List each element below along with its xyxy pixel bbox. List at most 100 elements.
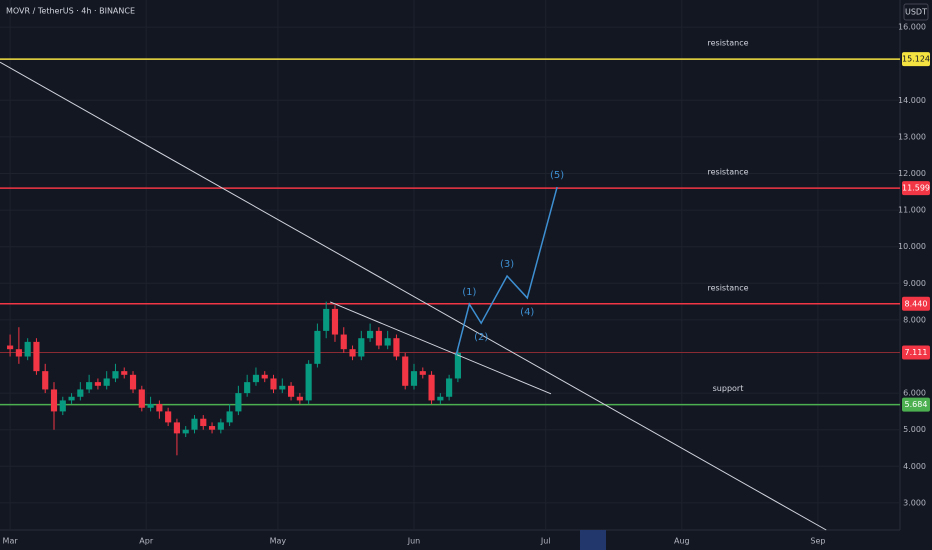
trend-line [329,301,552,395]
candle-body [244,382,251,394]
candle-body [42,371,49,390]
candle-body [147,404,154,408]
y-tick-label: 3.000 [903,498,926,507]
candle-body [208,426,216,430]
candle-body [261,374,268,379]
wave-label: (5) [550,170,564,181]
candle-body [331,308,339,335]
y-tick-label: 8.000 [903,315,926,324]
y-tick-label: 5.000 [903,425,926,434]
candle-body [367,330,374,339]
candle-body [358,338,365,357]
candle-body [191,418,198,430]
candle-body [103,378,110,386]
candle-body [182,429,189,434]
y-tick-label: 11.000 [898,206,926,215]
level-note: support [713,384,744,393]
candle-body [165,411,172,423]
candle-body [235,393,242,412]
x-tick-label: Mar [3,537,19,546]
wave-label: (4) [520,307,534,318]
level-note: resistance [707,39,748,48]
candle-body [7,345,14,350]
wave-label: (3) [500,259,514,270]
candle-body [50,389,58,412]
x-tick-label: Jul [540,537,551,546]
candle-body [428,374,435,401]
candle-body [156,404,163,412]
y-tick-label: 16.000 [898,23,926,32]
level-price-box [902,345,930,360]
candle-body [314,330,321,364]
candle-body [129,374,137,390]
candle-body [200,418,207,427]
candle-body [446,378,453,397]
candle-body [454,352,461,379]
candle-body [86,382,93,390]
wave-label: (2) [474,332,488,343]
level-note: resistance [707,168,748,177]
wave-path [455,186,558,356]
y-tick-label: 13.000 [898,132,926,141]
time-selection [580,530,606,550]
candle-body [121,371,128,375]
candle-body [305,363,312,401]
candle-body [384,338,391,346]
trend-line [0,61,827,531]
candle-body [410,371,418,386]
chart-title: MOVR / TetherUS · 4h · BINANCE [6,7,135,16]
level-price-label: 8.440 [905,299,928,308]
level-note: resistance [707,283,748,292]
candle-body [15,349,22,357]
candle-body [94,382,101,386]
level-price-box [902,181,930,196]
level-price-box [902,397,930,412]
candle-body [349,349,356,357]
x-tick-label: May [270,537,287,546]
level-price-label: 15.124 [902,55,930,64]
candle-body [59,400,66,412]
candle-body [340,334,347,350]
candle-body [173,422,180,434]
level-price-label: 11.599 [902,184,930,193]
candle-body [138,389,145,408]
y-tick-label: 14.000 [898,96,926,105]
level-price-box [902,296,930,311]
y-tick-label: 9.000 [903,279,926,288]
x-tick-label: Jun [407,537,421,546]
currency-box [903,3,929,21]
wave-label: (1) [462,287,476,298]
candle-body [288,385,295,397]
level-price-label: 7.111 [905,348,928,357]
level-price-label: 5.684 [905,400,928,409]
y-tick-label: 10.000 [898,242,926,251]
candle-body [112,371,119,379]
y-tick-label: 6.000 [903,389,926,398]
candle-body [296,396,303,401]
candle-body [419,371,426,375]
candle-body [68,396,75,401]
candle-body [226,411,233,423]
x-tick-label: Aug [674,537,690,546]
y-tick-label: 4.000 [903,462,926,471]
candle-body [217,422,224,430]
candle-body [323,308,330,331]
candle-body [279,385,286,390]
candle-body [252,374,260,383]
candle-body [77,389,84,397]
candle-body [24,341,31,357]
candle-body [33,341,40,372]
x-tick-label: Apr [139,537,154,546]
y-tick-label: 12.000 [898,169,926,178]
candle-body [393,338,400,357]
candle-body [402,356,409,386]
currency-label: USDT [905,8,927,17]
candle-body [375,330,382,346]
level-price-box [902,52,930,67]
candle-body [270,378,277,390]
candle-body [437,396,444,401]
x-tick-label: Sep [810,537,825,546]
